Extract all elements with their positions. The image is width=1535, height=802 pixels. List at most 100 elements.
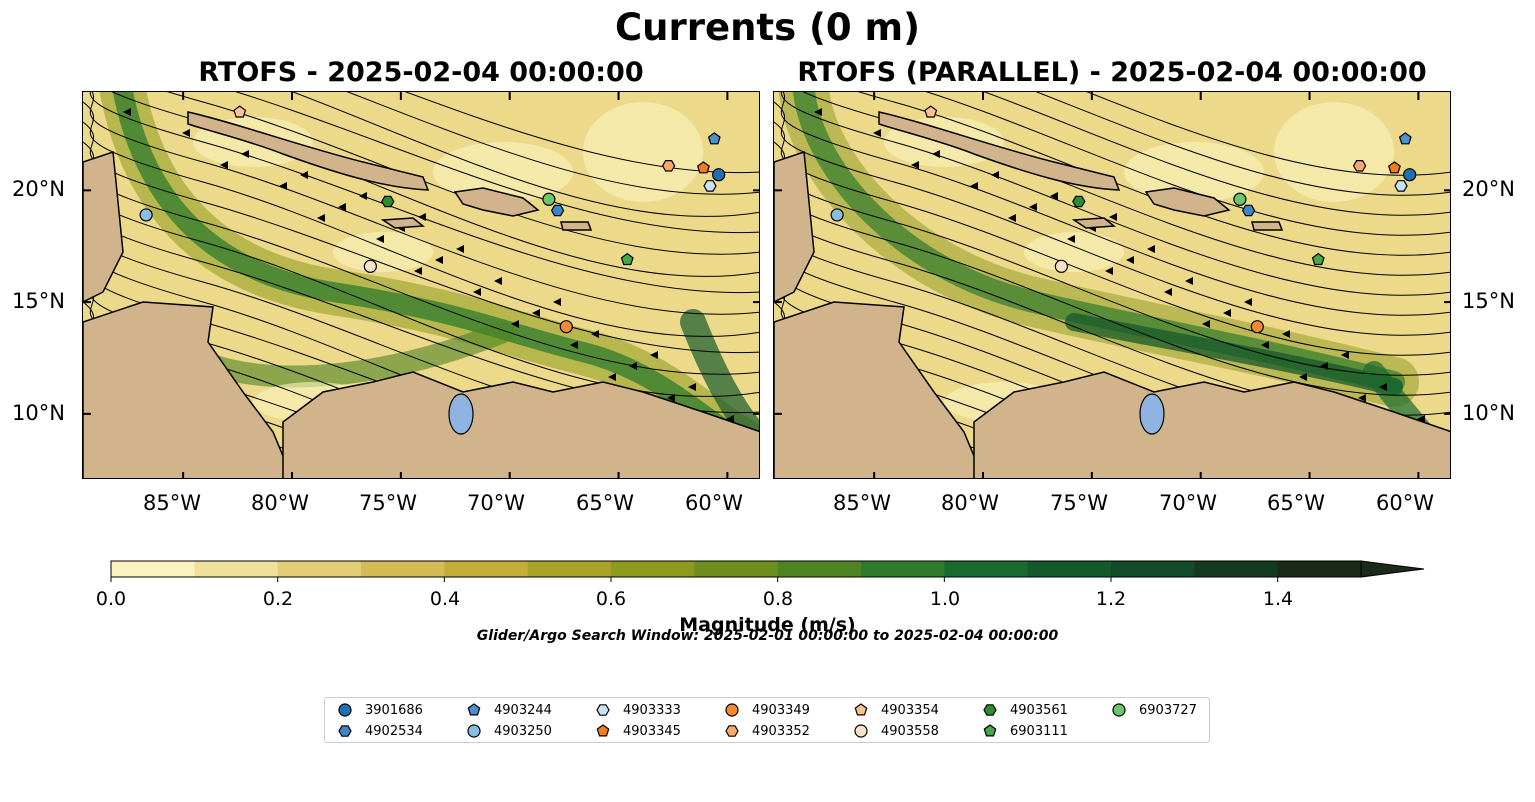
- map-panel-rtofs-parallel[interactable]: [773, 91, 1451, 479]
- lat-label: 15°N: [1462, 289, 1515, 313]
- float-marker-4903561[interactable]: [1072, 195, 1086, 208]
- flow-arrow: [1223, 309, 1231, 317]
- flow-arrow: [1320, 362, 1328, 370]
- lon-label: 80°W: [251, 491, 309, 515]
- flow-arrow: [629, 362, 637, 370]
- float-marker-4903333[interactable]: [703, 180, 717, 192]
- legend-entry-4903349: 4903349: [724, 702, 810, 718]
- flow-arrow: [300, 171, 308, 179]
- flow-arrow: [814, 108, 822, 116]
- float-marker-4903345[interactable]: [696, 161, 710, 174]
- streamline: [983, 92, 1450, 216]
- colorbar-tick: 1.4: [1262, 588, 1294, 610]
- pentagon-marker-icon: [983, 724, 997, 737]
- float-marker-4903345[interactable]: [1387, 161, 1401, 174]
- float-marker-4903558[interactable]: [363, 259, 377, 273]
- float-marker-4903349[interactable]: [559, 320, 573, 334]
- flow-arrow: [1299, 373, 1307, 381]
- pentagon-marker-icon: [854, 703, 868, 716]
- flow-arrow: [279, 182, 287, 190]
- flow-arrow: [991, 171, 999, 179]
- streamline: [83, 101, 759, 337]
- float-marker-6903111[interactable]: [620, 252, 634, 266]
- flow-arrow: [1008, 214, 1016, 222]
- colorbar-bin: [1111, 561, 1195, 577]
- legend-entry-4902534: 4902534: [337, 723, 423, 739]
- circle-marker-icon: [854, 724, 868, 738]
- legend-entry-4903333: 4903333: [595, 702, 681, 718]
- circle-marker-icon: [1112, 703, 1126, 717]
- calm-water: [333, 232, 433, 272]
- streamline: [404, 92, 759, 174]
- flow-arrow: [553, 298, 561, 306]
- colorbar-bin: [1277, 561, 1362, 577]
- colorbar-label: Magnitude (m/s): [679, 614, 856, 636]
- float-marker-4903354[interactable]: [233, 105, 247, 118]
- circle-marker-icon: [725, 703, 739, 717]
- legend-label: 4903349: [752, 702, 810, 718]
- streamline: [774, 101, 1450, 336]
- central-america-landmass: [83, 301, 293, 478]
- float-marker-4903352[interactable]: [1352, 160, 1367, 172]
- flow-arrow: [608, 373, 616, 381]
- legend-entry-4903561: 4903561: [982, 702, 1068, 718]
- south-america-landmass: [282, 371, 759, 478]
- float-marker-4902534[interactable]: [1241, 204, 1256, 217]
- flow-arrow: [1379, 383, 1387, 391]
- hexagon-marker-icon: [983, 704, 997, 716]
- float-marker-4903250[interactable]: [139, 208, 153, 222]
- flow-arrow: [932, 150, 940, 158]
- current-band: [1065, 313, 1403, 396]
- float-marker-4903244[interactable]: [1398, 132, 1412, 145]
- land: [83, 111, 759, 478]
- cuba-landmass: [187, 111, 430, 191]
- legend-label: 4903244: [494, 702, 552, 718]
- colorbar-bin: [277, 561, 362, 577]
- colorbar-bin: [1194, 561, 1279, 577]
- float-marker-4903250[interactable]: [830, 208, 844, 222]
- puerto-rico-landmass: [560, 221, 593, 231]
- streamline: [166, 92, 759, 255]
- current-band: [192, 321, 514, 388]
- float-marker-4903354[interactable]: [924, 105, 938, 118]
- float-marker-3901686[interactable]: [712, 168, 726, 182]
- colorbar-bin: [944, 561, 1029, 577]
- float-marker-4902534[interactable]: [550, 204, 565, 217]
- legend-label: 6903111: [1010, 723, 1068, 739]
- colorbar-bin: [611, 561, 695, 577]
- yucatan-landmass: [774, 150, 815, 303]
- map-panel-rtofs[interactable]: [82, 91, 760, 479]
- flow-arrow: [359, 192, 367, 200]
- float-marker-4903352[interactable]: [661, 160, 676, 172]
- flow-arrow: [220, 161, 228, 169]
- circle-marker-icon: [467, 724, 481, 738]
- flow-arrow: [1105, 267, 1113, 275]
- flow-arrow: [1147, 245, 1155, 253]
- float-marker-4903244[interactable]: [707, 132, 721, 145]
- lon-label: 75°W: [1050, 491, 1108, 515]
- float-marker-4903561[interactable]: [381, 195, 395, 208]
- colorbar-tick: 0.2: [262, 588, 294, 610]
- lon-label: 70°W: [467, 491, 525, 515]
- float-marker-4903558[interactable]: [1054, 259, 1068, 273]
- float-marker-6903727[interactable]: [1233, 192, 1247, 206]
- float-marker-6903727[interactable]: [542, 192, 556, 206]
- flow-arrow: [1050, 192, 1058, 200]
- hexagon-marker-icon: [725, 725, 739, 737]
- circle-marker-icon: [467, 724, 481, 738]
- float-marker-6903111[interactable]: [1311, 252, 1325, 266]
- float-marker-3901686[interactable]: [1403, 168, 1417, 182]
- lon-label: 70°W: [1159, 491, 1217, 515]
- float-marker-4903349[interactable]: [1250, 320, 1264, 334]
- float-marker-4903333[interactable]: [1394, 180, 1408, 192]
- flow-arrow: [688, 383, 696, 391]
- lon-label: 60°W: [685, 491, 743, 515]
- hexagon-marker-icon: [596, 704, 610, 716]
- legend-entry-3901686: 3901686: [337, 702, 423, 718]
- flow-arrow: [1261, 341, 1269, 349]
- flow-arrow: [1244, 298, 1252, 306]
- hexagon-marker-icon: [596, 704, 610, 716]
- flow-arrow: [1126, 256, 1134, 264]
- colorbar-tick: 1.0: [929, 588, 961, 610]
- streamline: [89, 92, 759, 315]
